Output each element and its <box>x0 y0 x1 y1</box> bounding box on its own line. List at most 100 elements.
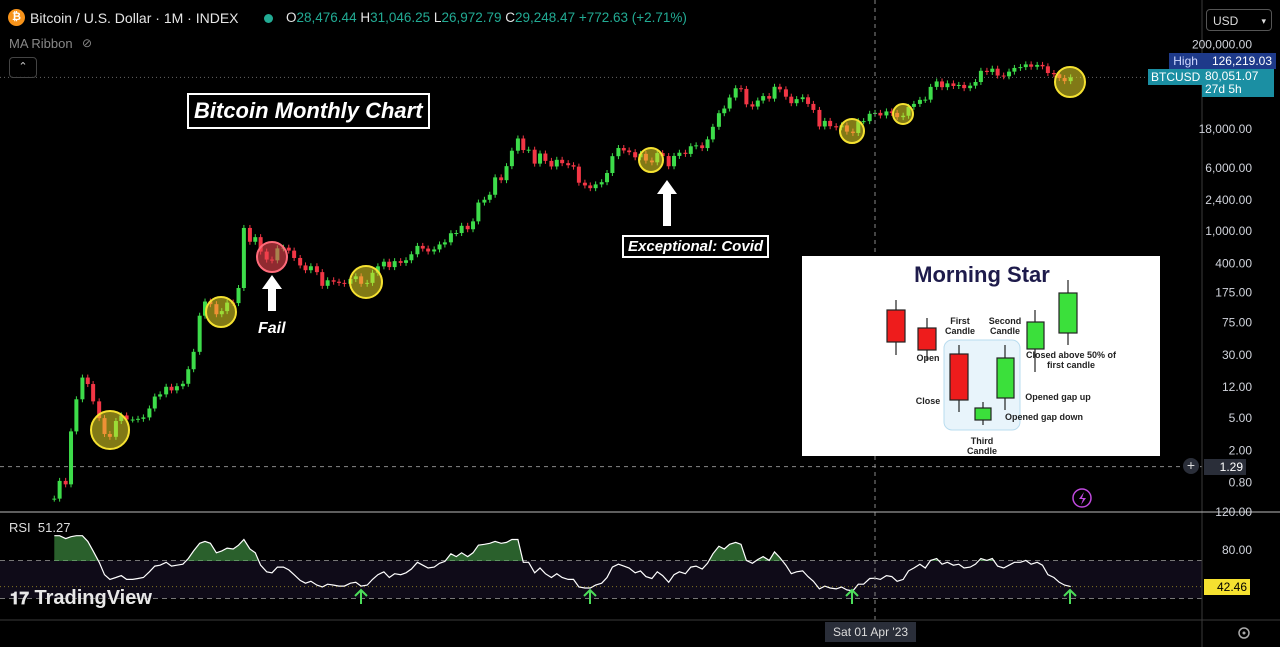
candle <box>448 233 453 243</box>
ohlc-value: 31,046.25 <box>370 10 431 25</box>
candle <box>63 480 68 485</box>
currency-select[interactable]: USD ▾ <box>1206 9 1272 31</box>
labels-layer: 200,000.00 18,000.00 6,000.00 2,400.00 1,000… <box>1192 37 1252 557</box>
candle <box>588 185 593 189</box>
candle <box>789 96 794 104</box>
candle <box>576 166 581 183</box>
rsi-legend: RSI 51.27 <box>9 520 70 535</box>
inset-candle <box>974 407 992 421</box>
candle <box>180 383 185 387</box>
candle <box>521 138 526 151</box>
settings-icon[interactable] <box>1238 627 1250 639</box>
rsi-arrow <box>845 588 859 604</box>
annotation-covid: Exceptional: Covid <box>622 235 770 258</box>
high-badge: High 126,219.03 <box>1169 53 1276 70</box>
candle <box>917 99 922 104</box>
highlight-circle <box>90 410 130 450</box>
inset-label: First Candle <box>944 316 975 336</box>
y-tick-label: 2,400.00 <box>1205 193 1252 207</box>
candle <box>471 221 476 230</box>
inset-label: Second Candle <box>988 316 1022 336</box>
candle <box>633 152 638 158</box>
inset-label: Third Candle <box>966 436 997 456</box>
symbol-badge: BTCUSD <box>1148 69 1204 86</box>
candle <box>672 155 677 167</box>
candle <box>794 99 799 104</box>
ohlc-key: C <box>505 10 516 25</box>
collapse-button[interactable]: ⌃ <box>9 57 37 78</box>
candle <box>733 88 738 98</box>
candle <box>549 160 554 167</box>
candle <box>666 156 671 167</box>
rsi-name: RSI <box>9 520 31 535</box>
highlight-circle <box>205 296 237 328</box>
candle <box>705 139 710 149</box>
y-tick-label: 5.00 <box>1229 411 1253 425</box>
candle <box>806 97 811 104</box>
candle <box>404 260 409 263</box>
inset-label: Closed above 50% of first candle <box>1025 350 1117 370</box>
rsi-value: 51.27 <box>37 520 71 535</box>
candle <box>465 225 470 230</box>
candle <box>800 97 805 100</box>
rsi-band <box>0 560 1202 599</box>
visibility-icon[interactable]: ⊘ <box>82 36 93 50</box>
candle <box>884 111 889 116</box>
alert-icon[interactable] <box>1072 488 1092 508</box>
ohlc-legend: O28,476.44 H31,046.25 L26,972.79 C29,248… <box>286 10 687 25</box>
candle <box>599 182 604 185</box>
candle <box>526 149 531 151</box>
candle <box>130 419 135 421</box>
candle <box>331 280 336 282</box>
candle <box>314 266 319 273</box>
arrow-up <box>262 275 282 311</box>
candle <box>560 159 565 164</box>
candle <box>398 261 403 263</box>
candle <box>387 261 392 268</box>
ohlc-key: H <box>360 10 371 25</box>
candle <box>532 149 537 164</box>
candle <box>409 254 414 261</box>
candle <box>911 103 916 107</box>
candle <box>136 418 141 420</box>
high-value: 126,219.03 <box>1211 54 1272 69</box>
candle <box>683 152 688 154</box>
ohlc-value: 26,972.79 <box>441 10 502 25</box>
candle <box>777 86 782 90</box>
annotation-title: Bitcoin Monthly Chart <box>187 93 430 129</box>
candle <box>984 70 989 72</box>
y-tick-label: 200,000.00 <box>1192 37 1252 51</box>
candle <box>694 145 699 147</box>
candle <box>761 96 766 101</box>
indicator-label[interactable]: MA Ribbon <box>9 36 73 51</box>
candle <box>186 369 191 384</box>
candle <box>861 121 866 123</box>
candle <box>420 245 425 249</box>
candle <box>554 159 559 167</box>
candle <box>571 165 576 167</box>
candle <box>1012 67 1017 72</box>
candle <box>951 83 956 86</box>
y-tick-label: 30.00 <box>1222 348 1252 362</box>
candle <box>52 498 57 500</box>
candle <box>822 120 827 127</box>
candle <box>375 266 380 273</box>
highlight-circle <box>839 118 865 144</box>
candle <box>482 199 487 203</box>
inset-candle <box>996 357 1015 399</box>
highlight-circle <box>349 265 383 299</box>
candle <box>710 126 715 140</box>
watermark: 𝟏𝟕 TradingView <box>10 587 152 610</box>
inset-label: Close <box>915 396 941 406</box>
last-price-badge: 80,051.07 27d 5h <box>1202 69 1274 98</box>
candle <box>69 431 74 485</box>
fail-circle <box>256 241 288 273</box>
candle <box>381 261 386 267</box>
candle <box>442 242 447 245</box>
candle <box>995 68 1000 76</box>
add-button[interactable]: + <box>1183 458 1199 474</box>
annotation-layer <box>90 0 1092 620</box>
candle <box>783 89 788 97</box>
candle <box>928 86 933 100</box>
